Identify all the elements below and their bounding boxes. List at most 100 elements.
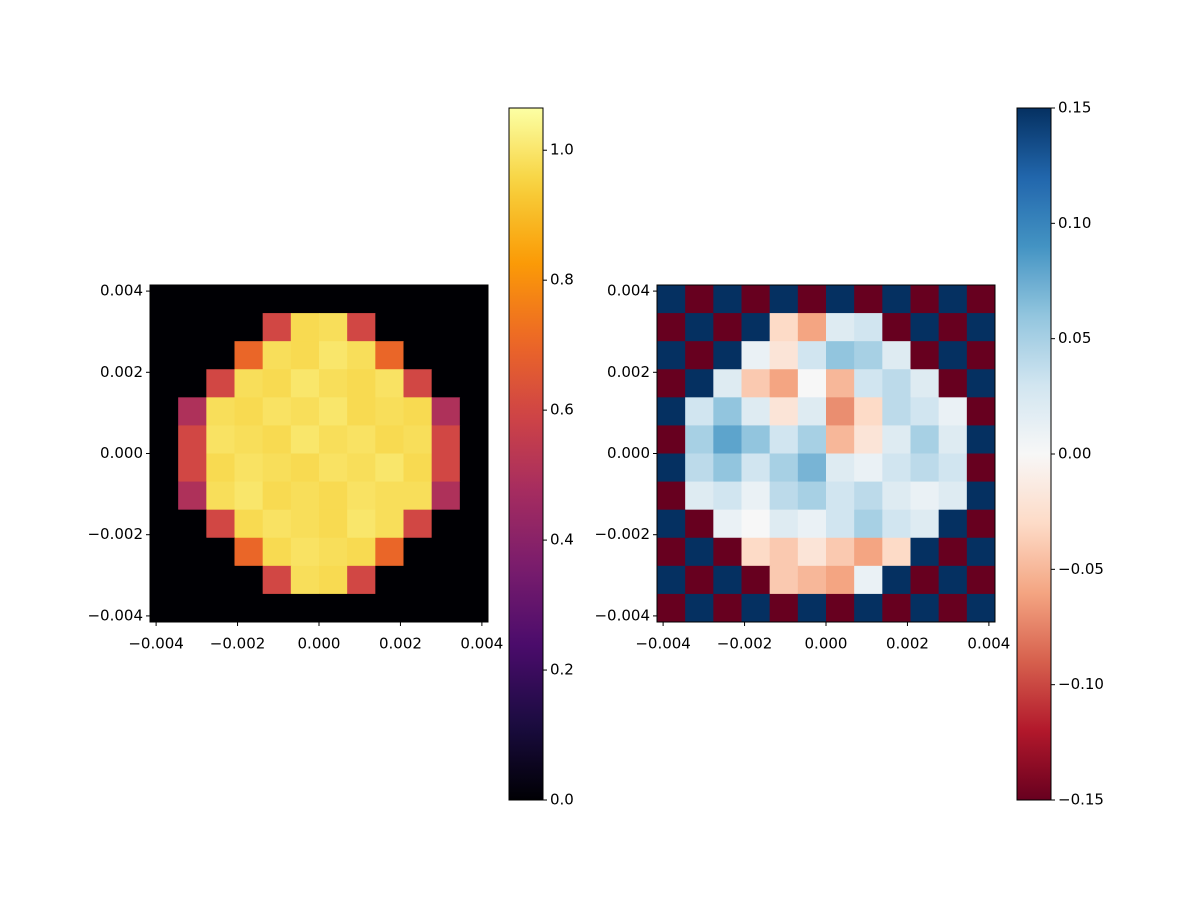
colorbar-tick-label: 0.00	[1058, 445, 1091, 463]
heatmap-cell	[319, 341, 348, 370]
colorbar-tick-label: 0.15	[1058, 99, 1091, 117]
heatmap-cell	[854, 481, 883, 511]
heatmap-cell	[403, 369, 433, 398]
heatmap-cell	[713, 369, 742, 398]
heatmap-cell	[431, 481, 461, 511]
heatmap-cell	[657, 369, 686, 398]
heatmap-cell	[713, 313, 742, 342]
heatmap-cell	[657, 313, 686, 342]
heatmap-cell	[178, 369, 207, 398]
heatmap-cell	[431, 453, 461, 483]
heatmap-cell	[459, 565, 489, 595]
heatmap-cell	[403, 313, 433, 342]
heatmap-cell	[966, 425, 996, 454]
heatmap-cell	[431, 285, 461, 314]
heatmap-cell	[431, 369, 461, 398]
heatmap-cell	[854, 425, 883, 454]
y-tick-label: 0.004	[607, 282, 650, 300]
heatmap-cell	[657, 453, 686, 483]
heatmap-cell	[741, 565, 771, 595]
y-tick-label: −0.004	[87, 606, 143, 624]
heatmap-cell	[206, 565, 235, 595]
heatmap-cell	[882, 565, 911, 595]
heatmap-cell	[910, 593, 940, 623]
heatmap-cell	[741, 397, 771, 426]
heatmap-cell	[150, 397, 179, 426]
heatmap-cell	[685, 313, 714, 342]
heatmap-cell	[375, 341, 404, 370]
heatmap-cell	[290, 565, 320, 595]
heatmap-cell	[262, 481, 292, 511]
heatmap-cell	[262, 509, 292, 539]
heatmap-cell	[178, 341, 207, 370]
heatmap-cell	[375, 285, 404, 314]
heatmap-cell	[206, 509, 235, 539]
heatmap-cell	[713, 285, 742, 314]
heatmap-cell	[347, 425, 376, 454]
heatmap-cell	[854, 537, 883, 567]
heatmap-cell	[826, 369, 855, 398]
heatmap-cell	[910, 285, 940, 314]
heatmap-cell	[797, 341, 827, 370]
heatmap-cell	[769, 509, 799, 539]
heatmap-cell	[206, 397, 235, 426]
heatmap-cell	[685, 593, 714, 623]
heatmap-cell	[854, 369, 883, 398]
heatmap-cell	[403, 397, 433, 426]
heatmap-cell	[910, 313, 940, 342]
heatmap-cell	[347, 397, 376, 426]
heatmap-cell	[713, 397, 742, 426]
heatmap-cell	[403, 537, 433, 567]
heatmap-cell	[206, 369, 235, 398]
heatmap-cell	[375, 509, 404, 539]
heatmap-cell	[769, 369, 799, 398]
heatmap-cell	[657, 593, 686, 623]
heatmap-cell	[685, 341, 714, 370]
heatmap-cell	[966, 453, 996, 483]
colorbar-tick-label: 0.4	[550, 531, 574, 549]
heatmap-cell	[403, 453, 433, 483]
heatmap-cell	[910, 565, 940, 595]
heatmap-cell	[347, 509, 376, 539]
heatmap-cell	[347, 537, 376, 567]
heatmap-cell	[966, 565, 996, 595]
colorbar-tick-label: 0.10	[1058, 214, 1091, 232]
heatmap-cell	[910, 425, 940, 454]
heatmap-cell	[403, 341, 433, 370]
heatmap-cell	[966, 285, 996, 314]
heatmap-cell	[910, 453, 940, 483]
heatmap-cell	[319, 397, 348, 426]
heatmap-cell	[713, 509, 742, 539]
heatmap-cell	[882, 425, 911, 454]
heatmap-cell	[910, 481, 940, 511]
heatmap-cell	[938, 537, 968, 567]
heatmap-cell	[826, 453, 855, 483]
heatmap-cell	[910, 509, 940, 539]
heatmap-cell	[262, 453, 292, 483]
heatmap-cell	[882, 509, 911, 539]
heatmap-cell	[319, 369, 348, 398]
heatmap-cell	[938, 453, 968, 483]
colorbar	[509, 108, 543, 800]
heatmap-cell	[319, 565, 348, 595]
heatmap-cell	[769, 341, 799, 370]
heatmap-cell	[319, 313, 348, 342]
heatmap-cell	[319, 509, 348, 539]
heatmap-cell	[319, 481, 348, 511]
colorbar-tick-label: −0.05	[1058, 560, 1104, 578]
heatmap-cell	[966, 313, 996, 342]
heatmap-cell	[882, 453, 911, 483]
heatmap-cell	[882, 313, 911, 342]
heatmap-cell	[234, 593, 264, 623]
heatmap-cell	[797, 509, 827, 539]
heatmap-cell	[178, 313, 207, 342]
heatmap-cell	[206, 537, 235, 567]
heatmap-cell	[713, 565, 742, 595]
colorbar-tick-label: −0.10	[1058, 675, 1104, 693]
heatmap-cell	[826, 397, 855, 426]
heatmap-cell	[290, 593, 320, 623]
heatmap-cell	[262, 397, 292, 426]
heatmap-cell	[741, 285, 771, 314]
heatmap-cell	[347, 313, 376, 342]
